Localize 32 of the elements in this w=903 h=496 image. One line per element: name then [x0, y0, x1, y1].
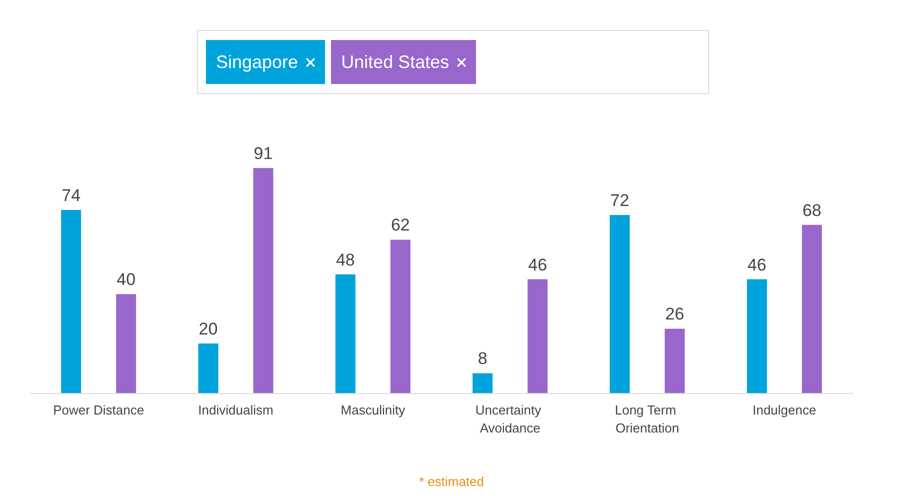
bar [472, 373, 493, 393]
bar [335, 274, 356, 393]
data-label: 46 [747, 255, 766, 274]
bar [253, 168, 274, 393]
bar [610, 214, 630, 393]
data-label: 8 [478, 349, 488, 368]
filter-box: Singapore United States [197, 30, 709, 94]
data-label: 48 [336, 250, 355, 270]
data-label: 40 [116, 270, 136, 290]
bar [390, 240, 410, 393]
x-tick-label: Masculinity [340, 402, 406, 418]
data-label: 91 [254, 144, 273, 163]
bar [198, 344, 218, 393]
bar [746, 279, 767, 393]
bar [802, 224, 822, 393]
x-tick-label: Long Term Orientation [614, 402, 680, 436]
data-label: 46 [528, 255, 548, 274]
data-label: 20 [198, 320, 218, 339]
text: * estimated [418, 474, 486, 489]
bar [664, 328, 685, 393]
data-label: 74 [62, 186, 81, 206]
bar [116, 294, 136, 393]
data-label: 26 [665, 304, 684, 324]
data-label: 72 [610, 190, 630, 210]
x-tick-label: Individualism [198, 402, 274, 418]
data-label: 62 [390, 216, 410, 235]
x-tick-label: Power Distance [53, 402, 144, 418]
x-tick-label: Uncertainty Avoidance [475, 402, 545, 436]
bar [61, 210, 82, 393]
data-label: 68 [802, 200, 822, 220]
bar [528, 279, 548, 393]
x-tick-label: Indulgence [752, 402, 816, 418]
